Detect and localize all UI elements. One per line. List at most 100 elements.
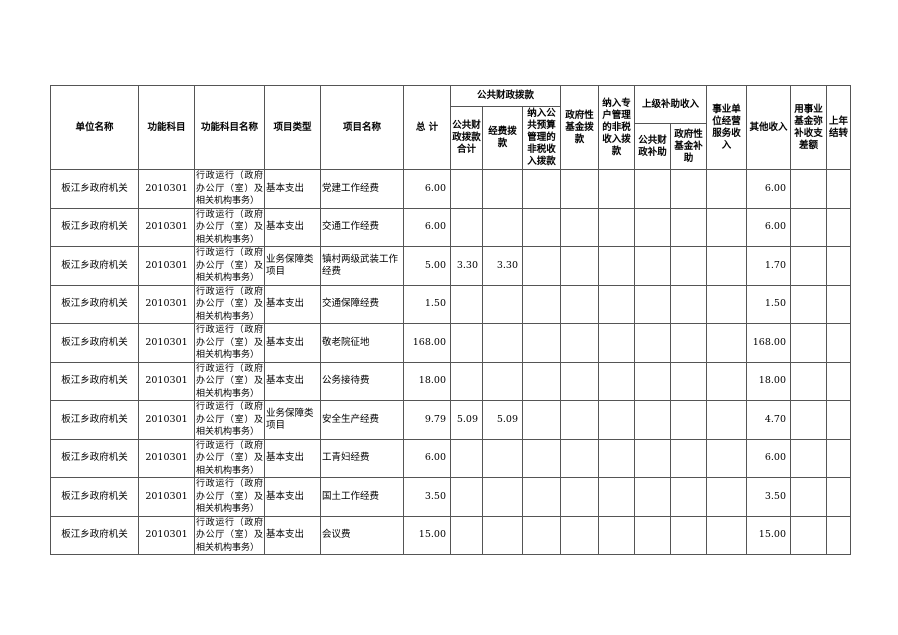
cell-empty (670, 207, 707, 247)
cell-empty (522, 361, 561, 401)
cell-unit: 板江乡政府机关 (50, 246, 139, 286)
cell-unit: 板江乡政府机关 (50, 400, 139, 440)
cell-empty (598, 284, 635, 324)
cell-empty (826, 515, 851, 555)
cell-empty (670, 284, 707, 324)
header-func-name: 功能科目名称 (194, 85, 265, 170)
cell-name: 安全生产经费 (320, 400, 404, 440)
cell-empty (634, 361, 671, 401)
cell-pf-total (450, 515, 483, 555)
cell-empty (706, 284, 747, 324)
budget-table: 单位名称 功能科目 功能科目名称 项目类型 项目名称 总 计 公共财政拨款 政府… (50, 85, 851, 555)
header-sup-fund: 政府性基金补助 (670, 123, 707, 170)
cell-empty (522, 169, 561, 209)
cell-empty (826, 323, 851, 363)
cell-empty (826, 284, 851, 324)
cell-other: 18.00 (746, 361, 791, 401)
cell-empty (634, 477, 671, 517)
cell-type: 基本支出 (264, 323, 321, 363)
header-total: 总 计 (403, 85, 451, 170)
cell-unit: 板江乡政府机关 (50, 515, 139, 555)
cell-fname: 行政运行（政府办公厅（室）及相关机构事务） (194, 477, 265, 517)
table-row: 板江乡政府机关 2010301 行政运行（政府办公厅（室）及相关机构事务） 业务保障类… (50, 400, 851, 440)
cell-empty (826, 207, 851, 247)
cell-pf-total (450, 169, 483, 209)
cell-name: 镇村两级武装工作经费 (320, 246, 404, 286)
cell-unit: 板江乡政府机关 (50, 438, 139, 478)
table-row: 板江乡政府机关 2010301 行政运行（政府办公厅（室）及相关机构事务） 基本支出会… (50, 515, 851, 555)
cell-code: 2010301 (138, 323, 195, 363)
cell-empty (706, 207, 747, 247)
cell-fname: 行政运行（政府办公厅（室）及相关机构事务） (194, 169, 265, 209)
cell-pf-total (450, 323, 483, 363)
cell-pf-total: 3.30 (450, 246, 483, 286)
cell-empty (826, 361, 851, 401)
cell-total: 9.79 (403, 400, 451, 440)
cell-empty (598, 323, 635, 363)
cell-empty (598, 477, 635, 517)
header-other: 其他收入 (746, 85, 791, 170)
cell-empty (790, 169, 827, 209)
cell-empty (706, 515, 747, 555)
cell-name: 国土工作经费 (320, 477, 404, 517)
cell-empty (634, 246, 671, 286)
cell-type: 基本支出 (264, 207, 321, 247)
cell-total: 6.00 (403, 207, 451, 247)
cell-other: 3.50 (746, 477, 791, 517)
header-public-finance: 公共财政拨款 (450, 85, 561, 107)
header-proj-name: 项目名称 (320, 85, 404, 170)
cell-type: 基本支出 (264, 515, 321, 555)
cell-pf-total (450, 438, 483, 478)
cell-name: 敬老院征地 (320, 323, 404, 363)
cell-name: 公务接待费 (320, 361, 404, 401)
cell-total: 168.00 (403, 323, 451, 363)
table-row: 板江乡政府机关 2010301 行政运行（政府办公厅（室）及相关机构事务） 基本支出国… (50, 477, 851, 517)
cell-empty (826, 400, 851, 440)
cell-other: 168.00 (746, 323, 791, 363)
cell-total: 6.00 (403, 438, 451, 478)
cell-total: 15.00 (403, 515, 451, 555)
cell-fname: 行政运行（政府办公厅（室）及相关机构事务） (194, 361, 265, 401)
cell-empty (560, 323, 599, 363)
cell-empty (634, 400, 671, 440)
cell-empty (598, 207, 635, 247)
cell-empty (598, 438, 635, 478)
cell-empty (826, 438, 851, 478)
cell-total: 5.00 (403, 246, 451, 286)
cell-name: 会议费 (320, 515, 404, 555)
cell-total: 3.50 (403, 477, 451, 517)
cell-code: 2010301 (138, 246, 195, 286)
cell-empty (560, 515, 599, 555)
cell-empty (634, 515, 671, 555)
cell-type: 基本支出 (264, 361, 321, 401)
cell-empty (598, 515, 635, 555)
cell-name: 交通工作经费 (320, 207, 404, 247)
cell-empty (634, 284, 671, 324)
cell-pf-total (450, 361, 483, 401)
header-superior: 上级补助收入 (634, 85, 707, 124)
cell-empty (670, 438, 707, 478)
cell-empty (522, 207, 561, 247)
cell-pf-expense: 5.09 (482, 400, 523, 440)
cell-empty (522, 438, 561, 478)
cell-pf-expense (482, 515, 523, 555)
cell-empty (670, 477, 707, 517)
cell-pf-total (450, 284, 483, 324)
table-row: 板江乡政府机关 2010301 行政运行（政府办公厅（室）及相关机构事务） 基本支出党… (50, 169, 851, 209)
cell-empty (706, 323, 747, 363)
cell-code: 2010301 (138, 400, 195, 440)
cell-pf-total (450, 207, 483, 247)
cell-name: 交通保障经费 (320, 284, 404, 324)
cell-empty (826, 169, 851, 209)
cell-empty (560, 438, 599, 478)
cell-empty (670, 515, 707, 555)
cell-empty (706, 438, 747, 478)
header-pf-total: 公共财政拨款合计 (450, 106, 483, 170)
cell-empty (706, 361, 747, 401)
cell-unit: 板江乡政府机关 (50, 323, 139, 363)
cell-fname: 行政运行（政府办公厅（室）及相关机构事务） (194, 284, 265, 324)
cell-code: 2010301 (138, 207, 195, 247)
cell-empty (670, 169, 707, 209)
cell-fname: 行政运行（政府办公厅（室）及相关机构事务） (194, 246, 265, 286)
cell-empty (634, 323, 671, 363)
